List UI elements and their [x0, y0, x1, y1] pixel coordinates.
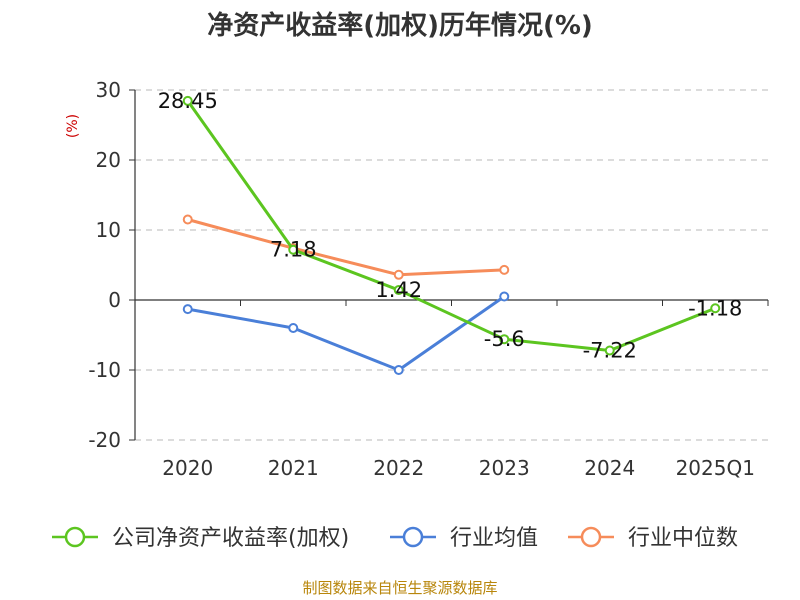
grid-lines [135, 89, 768, 441]
data-point[interactable] [393, 285, 404, 296]
legend[interactable]: 公司净资产收益率(加权) 行业均值 行业中位数 [52, 526, 738, 551]
data-label: -7.22 [583, 339, 637, 363]
data-point[interactable] [604, 345, 615, 356]
data-labels: 28.45 7.18 1.42 -5.6 -7.22 -1.18 [158, 89, 743, 363]
y-tick-label: 30 [96, 78, 121, 102]
chart-title: 净资产收益率(加权)历年情况(%) [207, 10, 593, 41]
data-label: 7.18 [270, 238, 317, 262]
x-tick-label: 2021 [268, 456, 319, 480]
axes: 30 20 10 0 -10 -20 2020 2021 2022 2023 2024 2025Q1 [88, 78, 769, 480]
y-tick-label: 0 [108, 288, 121, 312]
y-tick-label: -20 [88, 428, 121, 452]
legend-label[interactable]: 行业中位数 [628, 526, 738, 551]
data-point[interactable] [182, 304, 193, 315]
data-label: 28.45 [158, 89, 218, 113]
data-point[interactable] [499, 334, 510, 345]
y-tick-label: -10 [88, 358, 121, 382]
legend-marker-circle [402, 526, 424, 548]
legend-label[interactable]: 行业均值 [450, 526, 538, 551]
source-note: 制图数据来自恒生聚源数据库 [302, 579, 497, 597]
x-tick-label: 2024 [584, 456, 635, 480]
y-tick-label: 20 [96, 148, 121, 172]
y-axis-label: (%) [65, 114, 81, 138]
x-tick-label: 2023 [479, 456, 530, 480]
data-label: -1.18 [688, 296, 742, 320]
series-group [182, 95, 721, 375]
series-line [187, 218, 505, 277]
data-point[interactable] [182, 214, 193, 225]
legend-label[interactable]: 公司净资产收益率(加权) [112, 526, 349, 551]
legend-marker-circle [580, 526, 602, 548]
series-line [186, 99, 716, 353]
data-point[interactable] [499, 264, 510, 275]
data-point[interactable] [182, 95, 193, 106]
y-tick-label: 10 [96, 218, 121, 242]
data-point[interactable] [288, 244, 299, 255]
data-point[interactable] [710, 303, 721, 314]
data-point[interactable] [393, 365, 404, 375]
data-point[interactable] [288, 323, 299, 333]
data-label: -5.6 [484, 327, 525, 351]
data-point[interactable] [499, 291, 510, 302]
legend-marker-circle [64, 526, 86, 548]
data-label: 1.42 [375, 278, 422, 302]
series-line [187, 295, 506, 372]
data-point[interactable] [393, 269, 404, 280]
x-tick-label: 2025Q1 [676, 456, 755, 480]
x-tick-label: 2022 [373, 456, 424, 480]
x-tick-label: 2020 [162, 456, 213, 480]
